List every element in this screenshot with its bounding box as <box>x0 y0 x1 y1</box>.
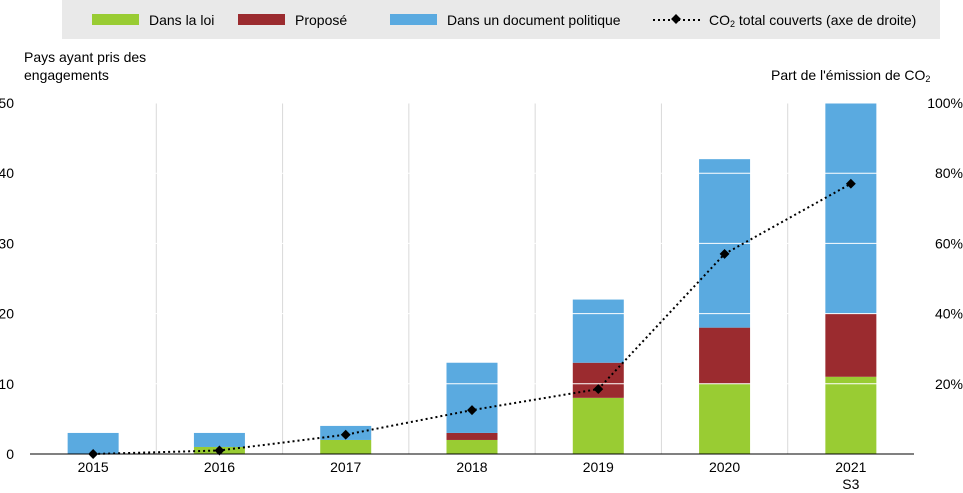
y2-tick-label-60: 60% <box>935 235 963 251</box>
legend-swatch-proposed <box>238 14 285 25</box>
bar-proposed-3 <box>446 432 498 440</box>
x-tick-label-6: S3 <box>842 476 859 492</box>
co2-point-3 <box>467 405 477 416</box>
x-tick-label-6: 2021 <box>835 459 866 475</box>
bar-law-4 <box>572 397 624 454</box>
co2-point-5 <box>719 248 730 259</box>
y-tick-label-0: 0 <box>6 446 14 462</box>
legend-label-co2: CO2 total couverts (axe de droite) <box>709 12 917 29</box>
bar-policy-1 <box>193 432 245 447</box>
bar-law-3 <box>446 439 498 454</box>
x-tick-label-4: 2019 <box>583 459 614 475</box>
bar-policy-0 <box>67 432 119 454</box>
co2-point-1 <box>214 445 225 456</box>
legend-label-law: Dans la loi <box>149 12 215 28</box>
left-axis-title-line1: Pays ayant pris des <box>24 49 147 65</box>
y-tick-label-40: 40 <box>0 165 14 181</box>
bar-proposed-6 <box>825 313 877 377</box>
bar-law-6 <box>825 376 877 454</box>
y2-tick-label-80: 80% <box>935 165 963 181</box>
co2-point-2 <box>340 429 351 440</box>
co2-point-4 <box>593 384 604 395</box>
y2-tick-label-20: 20% <box>935 376 963 392</box>
legend: Dans la loi Proposé Dans un document pol… <box>62 0 940 39</box>
y2-tick-label-40: 40% <box>935 306 963 322</box>
bar-policy-6 <box>825 103 877 314</box>
bar-proposed-5 <box>699 327 751 384</box>
legend-item-co2: CO2 total couverts (axe de droite) <box>652 12 932 29</box>
legend-swatch-policy <box>390 14 437 25</box>
x-tick-label-0: 2015 <box>78 459 109 475</box>
legend-label-proposed: Proposé <box>295 12 348 28</box>
x-tick-label-2: 2017 <box>330 459 361 475</box>
y-tick-label-50: 50 <box>0 95 14 111</box>
legend-swatch-law <box>92 14 139 25</box>
bar-policy-3 <box>446 362 498 433</box>
y-tick-label-30: 30 <box>0 235 14 251</box>
y2-tick-label-100: 100% <box>927 95 963 111</box>
y-tick-label-20: 20 <box>0 306 14 322</box>
legend-label-policy: Dans un document politique <box>447 12 621 28</box>
legend-line-co2 <box>653 14 700 24</box>
right-axis-title: Part de l'émission de CO2 <box>771 67 931 84</box>
co2-point-6 <box>845 178 856 189</box>
x-tick-label-5: 2020 <box>709 459 740 475</box>
x-tick-label-1: 2016 <box>204 459 235 475</box>
bar-policy-4 <box>572 299 624 363</box>
x-tick-label-3: 2018 <box>456 459 487 475</box>
bar-law-2 <box>320 439 372 454</box>
bar-law-5 <box>699 383 751 454</box>
left-axis-title: Pays ayant pris des engagements <box>24 48 146 84</box>
left-axis-title-line2: engagements <box>24 67 109 83</box>
y-tick-label-10: 10 <box>0 376 14 392</box>
